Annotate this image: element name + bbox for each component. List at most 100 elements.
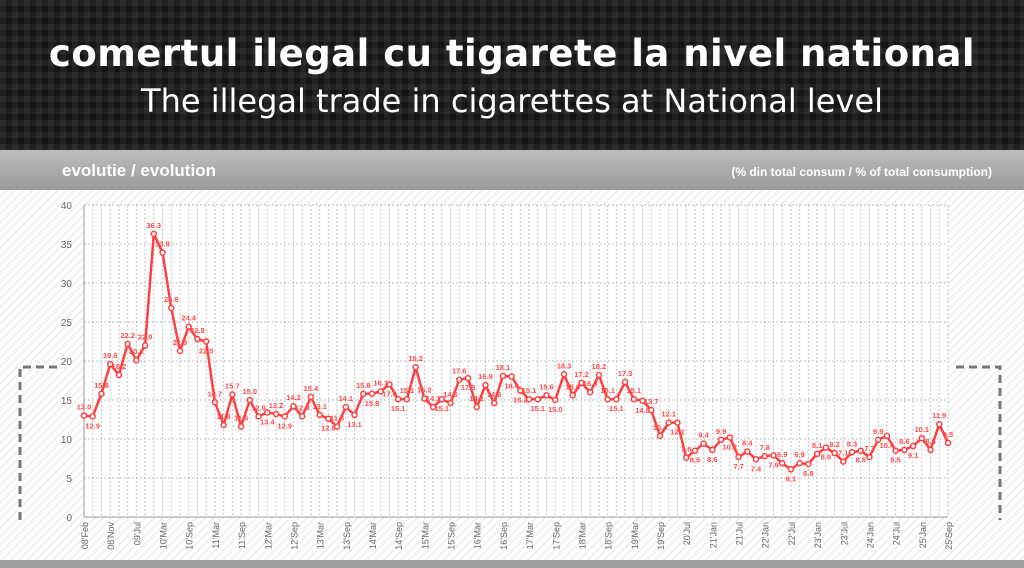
data-label: 16.1: [373, 378, 388, 387]
data-label: 15.1: [391, 404, 406, 413]
header-banner: comertul ilegal cu tigarete la nivel nat…: [0, 0, 1024, 150]
data-point: [464, 374, 472, 382]
data-point: [639, 397, 646, 405]
data-point: [89, 413, 96, 420]
y-tick-label: 25: [61, 318, 73, 329]
data-point: [150, 230, 158, 238]
data-label: 7.8: [760, 443, 770, 452]
data-point: [674, 419, 681, 426]
data-label: 18.3: [557, 361, 572, 370]
data-label: 15.1: [435, 404, 450, 413]
x-tick-label: 17'Mar: [525, 522, 535, 549]
y-tick-label: 30: [61, 279, 73, 290]
unit-label: (% din total consum / % of total consump…: [731, 165, 992, 179]
data-point: [682, 454, 690, 461]
data-point: [787, 466, 795, 473]
data-point: [735, 453, 742, 461]
x-tick-label: 15'Mar: [420, 522, 430, 549]
x-tick-label: 11'Sep: [237, 522, 247, 549]
data-point: [578, 379, 585, 387]
data-point: [517, 387, 524, 394]
data-point: [595, 371, 603, 379]
data-label: 6.9: [794, 450, 804, 459]
series-line: [83, 232, 950, 471]
data-point: [700, 440, 707, 447]
x-tick-label: 11'Mar: [211, 522, 221, 549]
data-point: [246, 396, 254, 404]
data-point: [141, 342, 149, 349]
data-point: [211, 399, 219, 406]
data-point: [456, 376, 463, 383]
data-label: 15.8: [365, 399, 380, 408]
data-point: [176, 347, 184, 355]
data-point: [604, 395, 611, 403]
data-point: [490, 399, 498, 407]
data-point: [159, 249, 166, 256]
data-label: 15.1: [522, 386, 537, 395]
data-label: 8.5: [890, 456, 900, 465]
data-label: 13.0: [77, 403, 92, 412]
data-point: [412, 363, 419, 371]
data-label: 11.6: [330, 414, 344, 423]
data-point: [648, 406, 655, 414]
data-label: 12.9: [251, 403, 266, 412]
data-point: [447, 399, 454, 407]
data-label: 9.9: [873, 427, 883, 436]
data-point: [168, 304, 175, 312]
data-point: [857, 447, 864, 454]
data-label: 13.7: [644, 397, 659, 406]
data-point: [586, 388, 594, 396]
y-tick-label: 5: [66, 474, 72, 485]
data-label: 18.0: [504, 382, 519, 391]
data-label: 7.7: [864, 444, 874, 453]
data-label: 14.6: [487, 390, 502, 399]
y-tick-label: 20: [61, 357, 73, 368]
data-label: 33.9: [155, 240, 170, 249]
data-point: [272, 410, 280, 418]
data-label: 12.9: [85, 421, 100, 430]
data-point: [778, 459, 786, 467]
data-label: 14.1: [339, 394, 354, 403]
x-tick-label: 21'Jan: [708, 522, 718, 548]
data-label: 12.1: [661, 410, 676, 419]
x-tick-label: 15'Sep: [447, 522, 457, 550]
x-tick-label: 23'Jul: [839, 522, 849, 545]
y-tick-label: 0: [66, 513, 72, 524]
x-tick-label: 24'Jan: [865, 522, 875, 548]
data-label: 22.2: [120, 331, 135, 340]
x-tick-label: 10'Sep: [185, 522, 195, 550]
data-point: [473, 403, 480, 411]
data-point: [656, 432, 664, 440]
data-point: [874, 436, 882, 444]
data-label: 8.6: [899, 437, 909, 446]
data-label: 15.1: [531, 404, 546, 413]
data-point: [237, 423, 245, 430]
data-label: 15.8: [94, 381, 109, 390]
data-point: [124, 340, 131, 348]
data-label: 15.8: [356, 381, 371, 390]
data-point: [630, 395, 638, 403]
data-label: 19.2: [408, 354, 423, 363]
x-tick-label: 21'Jul: [735, 522, 745, 545]
data-label: 15.0: [548, 405, 563, 414]
data-label: 26.8: [164, 295, 179, 304]
data-label: 9.5: [943, 430, 953, 439]
data-label: 24.4: [181, 314, 196, 323]
data-label: 19.6: [103, 351, 118, 360]
y-tick-label: 40: [61, 201, 73, 212]
data-label: 12.1: [670, 428, 685, 437]
data-point: [325, 415, 332, 422]
data-label: 9.1: [908, 451, 918, 460]
data-point: [918, 434, 926, 442]
data-point: [569, 392, 576, 399]
data-label: 15.6: [565, 382, 580, 391]
data-point: [499, 372, 507, 380]
data-label: 15.1: [627, 386, 642, 395]
data-point: [307, 393, 315, 401]
data-point: [508, 373, 515, 380]
data-point: [360, 390, 367, 398]
data-point: [185, 323, 192, 330]
data-label: 8.9: [821, 453, 831, 462]
data-point: [525, 395, 533, 403]
data-point: [744, 448, 751, 455]
